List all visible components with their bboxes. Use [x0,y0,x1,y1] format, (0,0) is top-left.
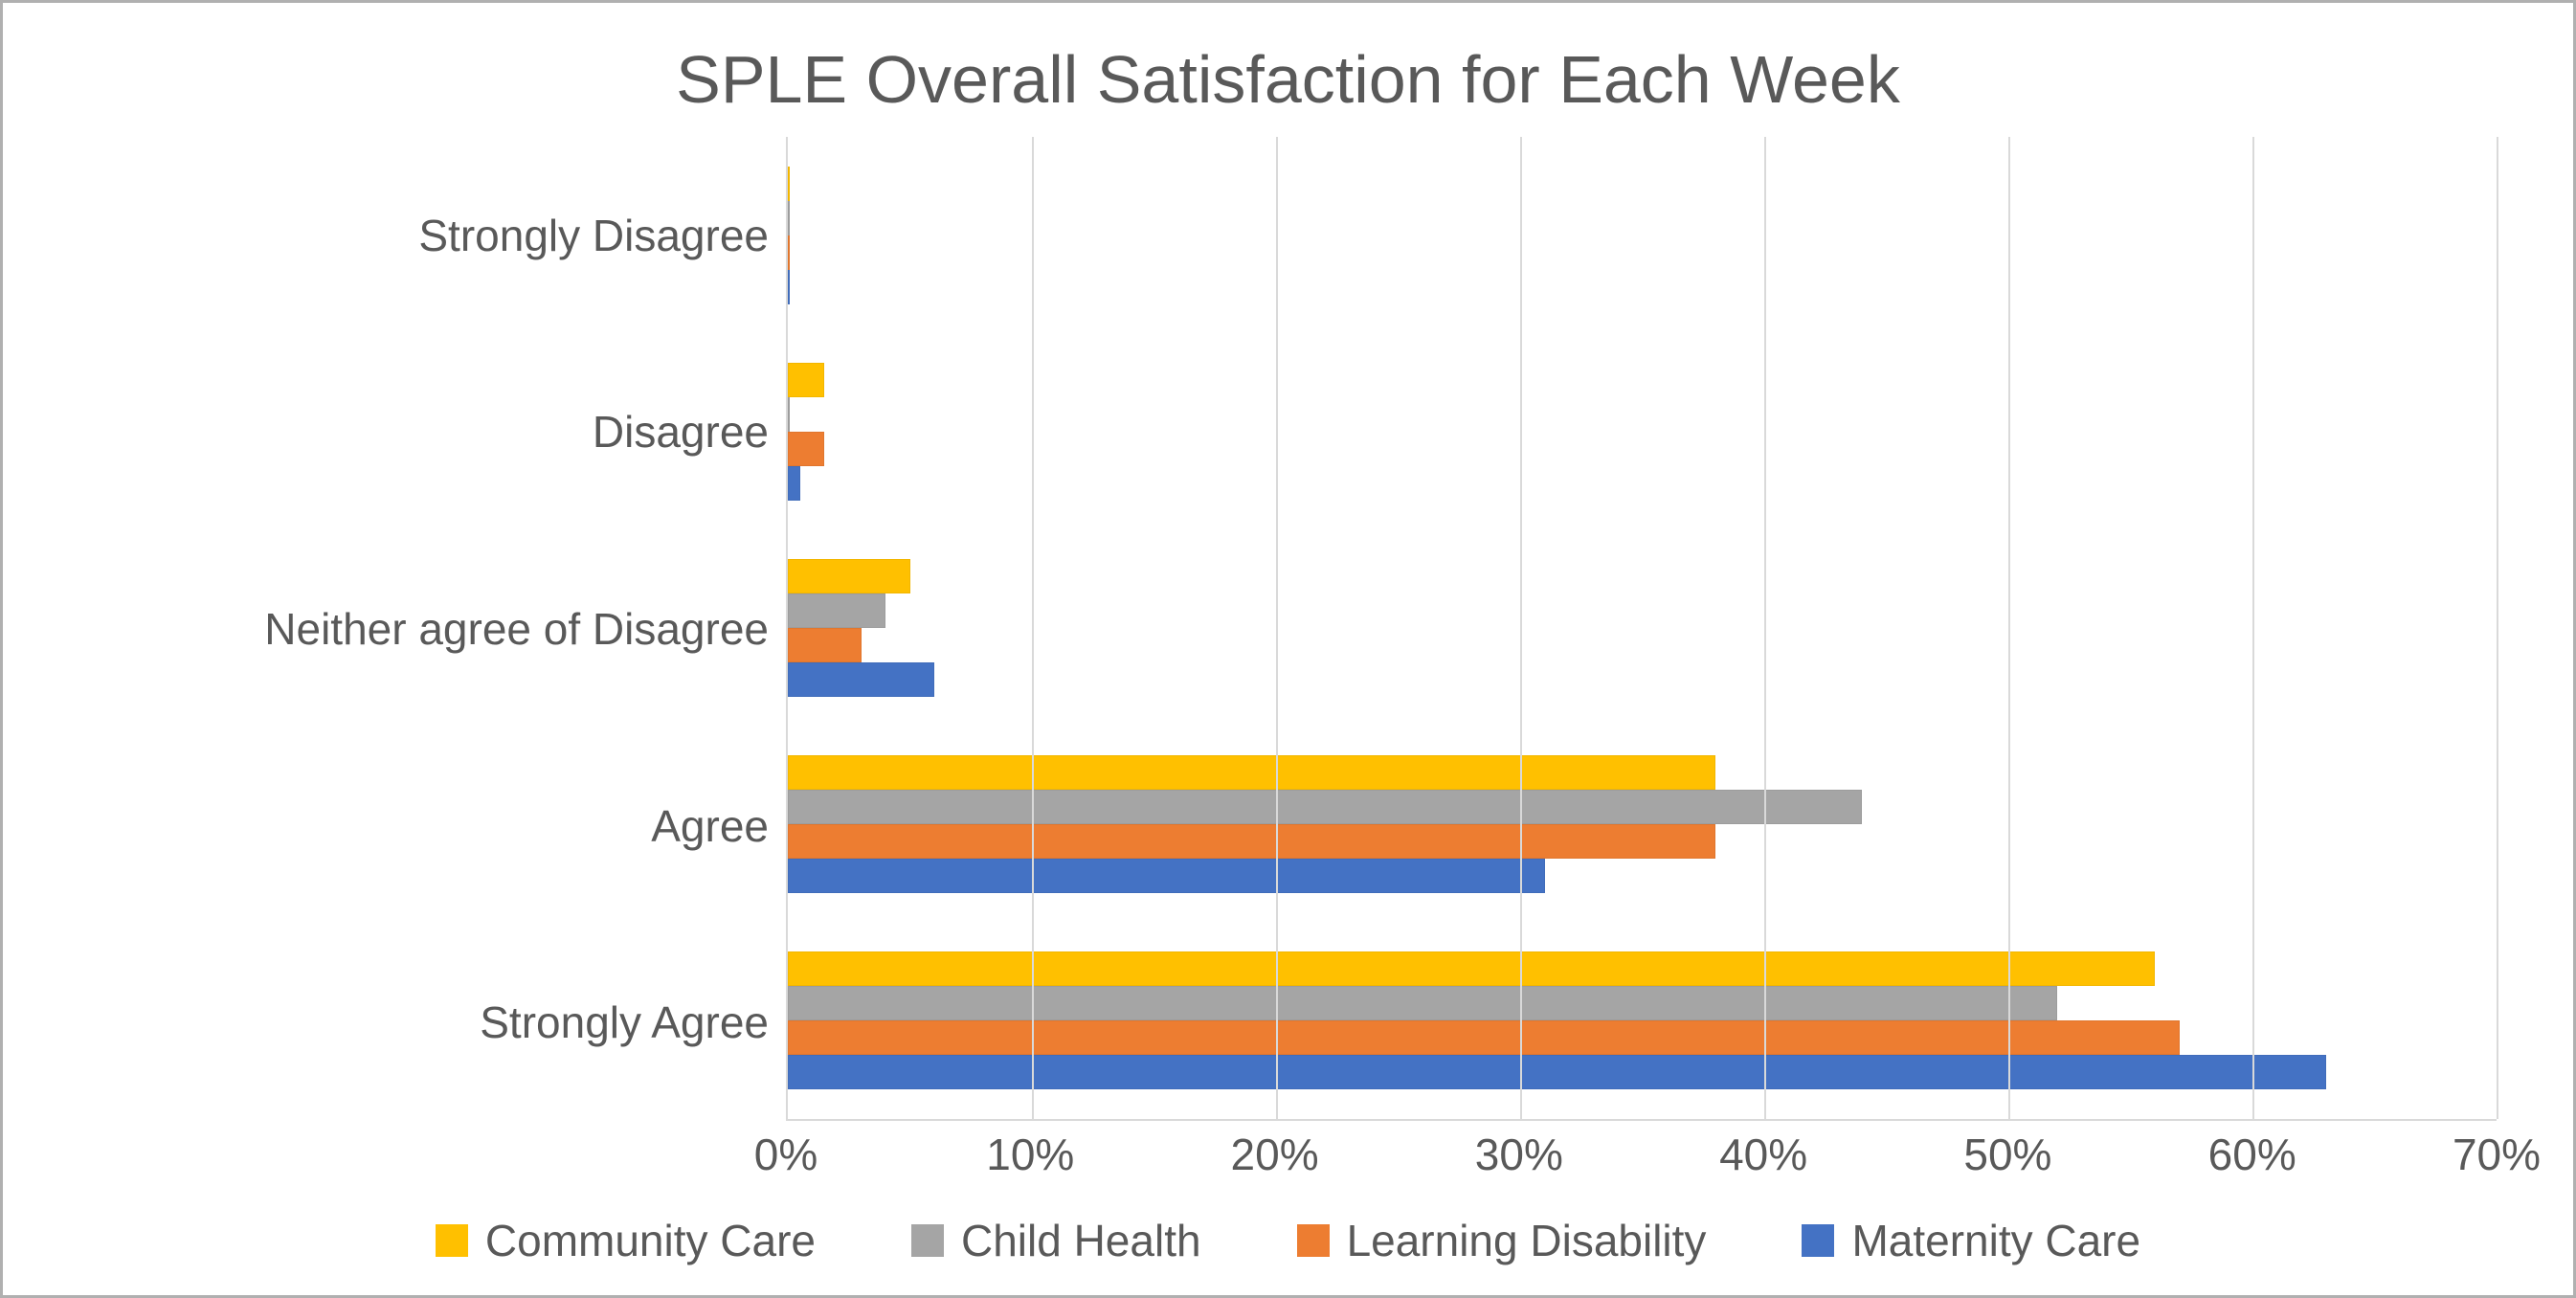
x-axis-tick-label: 70% [2453,1129,2541,1180]
y-axis-label: Neither agree of Disagree [264,603,769,655]
bar [788,628,862,662]
x-axis-tick-label: 20% [1231,1129,1319,1180]
bar [788,432,824,466]
bar [788,593,885,628]
bar [788,466,800,501]
legend-label: Maternity Care [1851,1215,2140,1266]
chart-container: SPLE Overall Satisfaction for Each Week … [0,0,2576,1298]
legend-label: Learning Disability [1347,1215,1707,1266]
legend-swatch [1297,1224,1330,1257]
plot-row: Strongly Disagree Disagree Neither agree o… [12,137,2564,1121]
legend-item: Maternity Care [1802,1215,2140,1266]
bar [788,559,910,593]
bar [788,1020,2180,1055]
legend-label: Community Care [485,1215,816,1266]
bar [788,167,790,201]
y-axis-labels: Strongly Disagree Disagree Neither agree o… [41,137,786,1121]
chart-inner: SPLE Overall Satisfaction for Each Week … [12,12,2564,1286]
gridline [2252,137,2254,1119]
legend: Community Care Child Health Learning Disab… [12,1186,2564,1286]
y-axis-label: Strongly Disagree [418,210,769,261]
bar [788,662,934,697]
gridline [1764,137,1766,1119]
legend-swatch [911,1224,944,1257]
x-axis-tick-label: 60% [2208,1129,2296,1180]
bar [788,824,1715,859]
bar [788,363,824,397]
plot-area [786,137,2497,1121]
legend-swatch [1802,1224,1834,1257]
gridline [2497,137,2498,1119]
x-axis-ticks: 0%10%20%30%40%50%60%70% [786,1129,2497,1186]
legend-item: Learning Disability [1297,1215,1707,1266]
chart-title: SPLE Overall Satisfaction for Each Week [12,12,2564,137]
bar [788,951,2155,986]
x-axis-tick-label: 40% [1719,1129,1807,1180]
x-axis-spacer [41,1129,786,1186]
legend-label: Child Health [961,1215,1201,1266]
gridline [1032,137,1034,1119]
gridline [2008,137,2010,1119]
x-axis-tick-label: 0% [754,1129,818,1180]
bar [788,270,790,304]
y-axis-label: Strongly Agree [480,996,769,1048]
bar [788,235,790,270]
legend-item: Community Care [436,1215,816,1266]
bar-group [788,559,2497,697]
legend-swatch [436,1224,468,1257]
x-axis-tick-label: 30% [1475,1129,1563,1180]
bar-group [788,951,2497,1089]
bar [788,790,1862,824]
y-axis-label: Disagree [593,406,769,458]
bar-group [788,167,2497,304]
legend-item: Child Health [911,1215,1201,1266]
bar-group [788,363,2497,501]
bar-group [788,755,2497,893]
bar [788,859,1545,893]
bar [788,986,2057,1020]
bar [788,397,790,432]
bar [788,201,790,235]
gridline [1520,137,1522,1119]
x-axis-tick-label: 50% [1963,1129,2051,1180]
x-axis-row: 0% 10% 20% 30% 40% 50% 60% 70% [12,1121,2564,1186]
y-axis-label: Agree [651,800,769,852]
bar-groups [788,137,2497,1119]
gridline [1276,137,1278,1119]
bar [788,755,1715,790]
bar [788,1055,2326,1089]
x-axis-tick-label: 10% [986,1129,1074,1180]
